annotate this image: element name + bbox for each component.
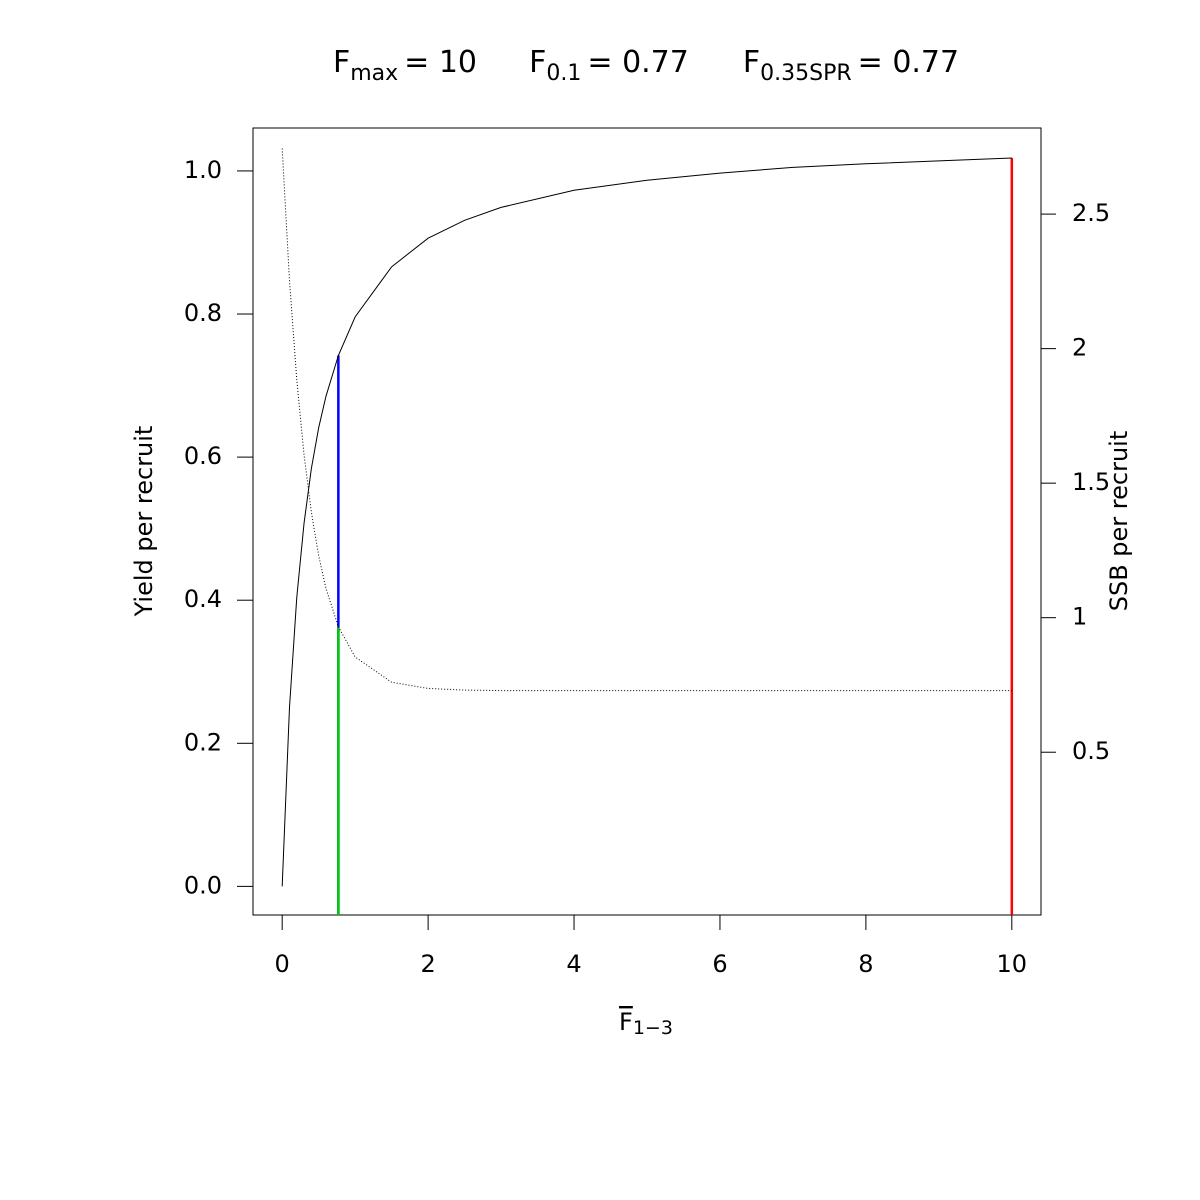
y2-tick-label: 0.5 bbox=[1072, 737, 1110, 765]
series-line bbox=[281, 148, 1012, 692]
title-part: Fmax = 10 bbox=[333, 45, 477, 86]
x-tick-label: 4 bbox=[566, 950, 581, 978]
x-label-symbol: F bbox=[619, 1008, 633, 1036]
x-tick-label: 2 bbox=[420, 950, 435, 978]
y2-tick-label: 1 bbox=[1072, 603, 1087, 631]
x-axis-label: F1−3 bbox=[619, 1008, 673, 1039]
x-tick-label: 10 bbox=[997, 950, 1028, 978]
y2-axis-label: SSB per recruit bbox=[1105, 431, 1133, 612]
y-tick-label: 0.8 bbox=[184, 299, 222, 327]
title-text: = 10 bbox=[404, 45, 477, 80]
y-tick-label: 0.0 bbox=[184, 871, 222, 899]
x-tick-label: 0 bbox=[275, 950, 290, 978]
title-symbol: F bbox=[743, 45, 760, 80]
plot-frame bbox=[252, 127, 1042, 916]
title-subscript: 0.35SPR bbox=[760, 61, 852, 86]
title-symbol: F bbox=[333, 45, 350, 80]
series-line bbox=[281, 157, 1012, 887]
y-tick-label: 0.4 bbox=[184, 585, 222, 613]
x-label-subscript: 1−3 bbox=[633, 1017, 673, 1039]
title-text: = 0.77 bbox=[858, 45, 959, 80]
title-subscript: 0.1 bbox=[546, 61, 581, 86]
y-tick-label: 0.2 bbox=[184, 728, 222, 756]
y-tick-label: 0.6 bbox=[184, 442, 222, 470]
y-axis-label: Yield per recruit bbox=[130, 426, 158, 618]
y2-tick-label: 2 bbox=[1072, 334, 1087, 362]
title-symbol: F bbox=[529, 45, 546, 80]
title-part: F0.35SPR = 0.77 bbox=[743, 45, 959, 86]
title-text: = 0.77 bbox=[587, 45, 688, 80]
title-part: F0.1 = 0.77 bbox=[529, 45, 689, 86]
x-tick-label: 6 bbox=[712, 950, 727, 978]
y2-tick-label: 1.5 bbox=[1072, 468, 1110, 496]
title-subscript: max bbox=[350, 61, 398, 86]
y-tick-label: 1.0 bbox=[184, 156, 222, 184]
y2-tick-label: 2.5 bbox=[1072, 199, 1110, 227]
x-tick-label: 8 bbox=[858, 950, 873, 978]
